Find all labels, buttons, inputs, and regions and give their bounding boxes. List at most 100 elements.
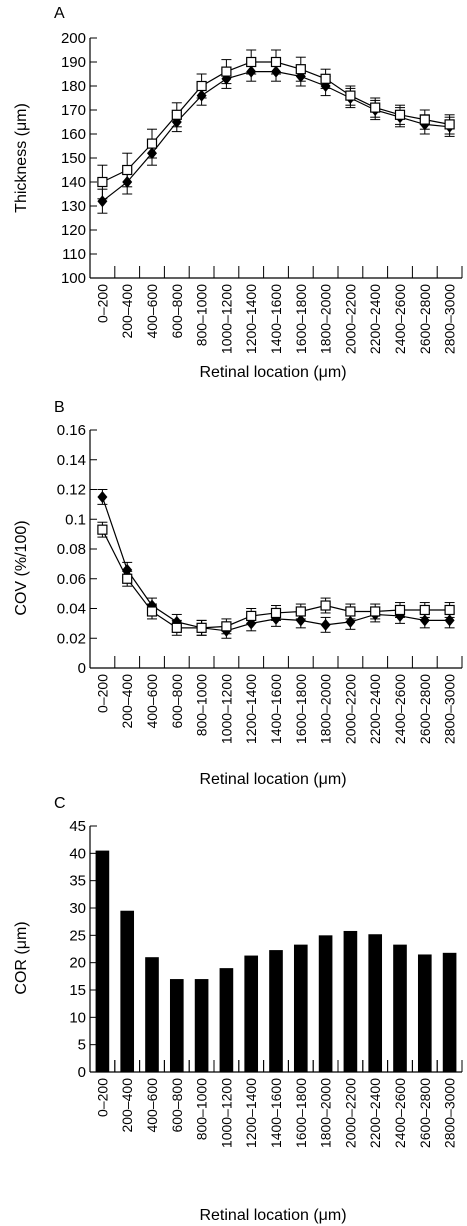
panel-b-cov: B COV (%/100) Retinal location (μm) 0 0.0… [13, 399, 463, 788]
y-tick-label: 45 [69, 818, 86, 835]
x-tick-label: 0–200 [94, 284, 110, 323]
x-tick-label: 2000–2200 [342, 1078, 358, 1148]
x-tick-label: 1400–1600 [268, 284, 284, 354]
y-tick-label: 0.08 [57, 541, 86, 558]
x-tick-label: 1600–1800 [293, 284, 309, 354]
bar [120, 910, 135, 1072]
data-point-square [295, 606, 306, 617]
data-point-diamond [419, 614, 430, 627]
x-tick-label: 600–800 [169, 284, 185, 339]
data-point-square [122, 164, 133, 176]
x-tick-label: 600–800 [169, 674, 185, 729]
x-tick-label: 2800–3000 [442, 674, 458, 744]
panel-c-x-axis-label: Retinal location (μm) [199, 1207, 346, 1224]
data-point-square [196, 622, 207, 633]
y-tick-label: 25 [69, 927, 86, 944]
y-tick-label: 120 [61, 222, 86, 239]
panel-c-cor: C COR (μm) Retinal location (μm) 0 5 10 15 2… [13, 795, 463, 1224]
y-tick-label: 0 [78, 1064, 86, 1081]
y-tick-label: 20 [69, 955, 86, 972]
y-tick-label: 0.04 [57, 601, 86, 618]
y-tick-label: 200 [61, 30, 86, 47]
y-tick-label: 170 [61, 102, 86, 119]
x-tick-label: 1000–1200 [218, 1078, 234, 1148]
data-point-square [171, 622, 182, 633]
data-point-square [97, 176, 108, 188]
data-point-square [370, 606, 381, 617]
x-tick-label: 1600–1800 [293, 1078, 309, 1148]
y-tick-label: 15 [69, 982, 86, 999]
data-point-square [270, 607, 282, 619]
x-tick-label: 2400–2600 [392, 1078, 408, 1148]
bar [194, 979, 209, 1072]
x-tick-label: 2200–2400 [367, 1078, 383, 1148]
data-point-square [320, 73, 331, 84]
data-point-square [419, 604, 430, 616]
bar [169, 979, 184, 1072]
data-point-square [146, 138, 158, 149]
data-point-diamond [295, 614, 306, 627]
x-tick-label: 2600–2800 [417, 1078, 433, 1148]
y-tick-label: 180 [61, 78, 86, 95]
y-tick-label: 30 [69, 900, 86, 917]
data-point-square [221, 66, 232, 77]
data-point-diamond [122, 563, 133, 576]
x-tick-label: 200–400 [119, 284, 135, 339]
x-tick-label: 1800–2000 [318, 284, 334, 354]
y-tick-label: 0.06 [57, 571, 86, 588]
x-tick-label: 1400–1600 [268, 674, 284, 744]
data-point-diamond [147, 147, 157, 160]
y-tick-label: 0.02 [57, 630, 86, 647]
panel-a-letter: A [54, 5, 65, 22]
bar [417, 954, 432, 1072]
x-tick-label: 800–1000 [194, 284, 210, 347]
data-point-square [122, 573, 133, 584]
data-point-diamond [122, 176, 133, 188]
x-tick-label: 2200–2400 [367, 674, 383, 744]
x-tick-label: 800–1000 [194, 1078, 210, 1141]
data-point-diamond [196, 89, 207, 102]
data-point-square [246, 56, 257, 68]
x-tick-label: 2600–2800 [417, 284, 433, 354]
x-tick-label: 2200–2400 [367, 284, 383, 354]
data-point-square [444, 604, 455, 616]
data-point-square [246, 610, 257, 622]
data-point-square [320, 600, 331, 611]
x-tick-label: 1600–1800 [293, 674, 309, 744]
data-point-square [171, 109, 182, 120]
y-tick-label: 140 [61, 174, 86, 191]
x-tick-label: 2400–2600 [392, 674, 408, 744]
panel-a-y-axis-label: Thickness (μm) [13, 103, 30, 213]
panel-b-x-axis-label: Retinal location (μm) [199, 771, 346, 788]
data-point-square [394, 604, 406, 616]
x-tick-label: 800–1000 [194, 674, 210, 737]
x-tick-label: 2800–3000 [442, 284, 458, 354]
data-point-diamond [271, 65, 281, 78]
data-point-square [221, 621, 232, 632]
bar [442, 952, 457, 1072]
data-point-square [345, 90, 356, 101]
data-point-square [196, 80, 207, 92]
x-tick-label: 1200–1400 [243, 674, 259, 744]
bar [219, 968, 234, 1072]
data-point-diamond [97, 490, 108, 503]
y-tick-label: 0.12 [57, 482, 86, 499]
series-line [102, 70, 450, 202]
x-tick-label: 1200–1400 [243, 1078, 259, 1148]
x-tick-label: 0–200 [94, 674, 110, 713]
y-tick-label: 35 [69, 873, 86, 890]
panel-c-y-axis-label: COR (μm) [13, 921, 30, 994]
x-tick-label: 200–400 [119, 1078, 135, 1133]
x-tick-label: 1400–1600 [268, 1078, 284, 1148]
y-tick-label: 130 [61, 198, 86, 215]
y-tick-label: 0.1 [65, 511, 86, 528]
x-tick-label: 400–600 [144, 284, 160, 339]
x-tick-label: 1000–1200 [218, 284, 234, 354]
data-point-square [419, 114, 430, 125]
data-point-diamond [97, 195, 108, 208]
data-point-diamond [320, 618, 331, 631]
bar [269, 950, 283, 1072]
y-tick-label: 0.14 [57, 452, 86, 469]
y-tick-label: 160 [61, 126, 86, 143]
